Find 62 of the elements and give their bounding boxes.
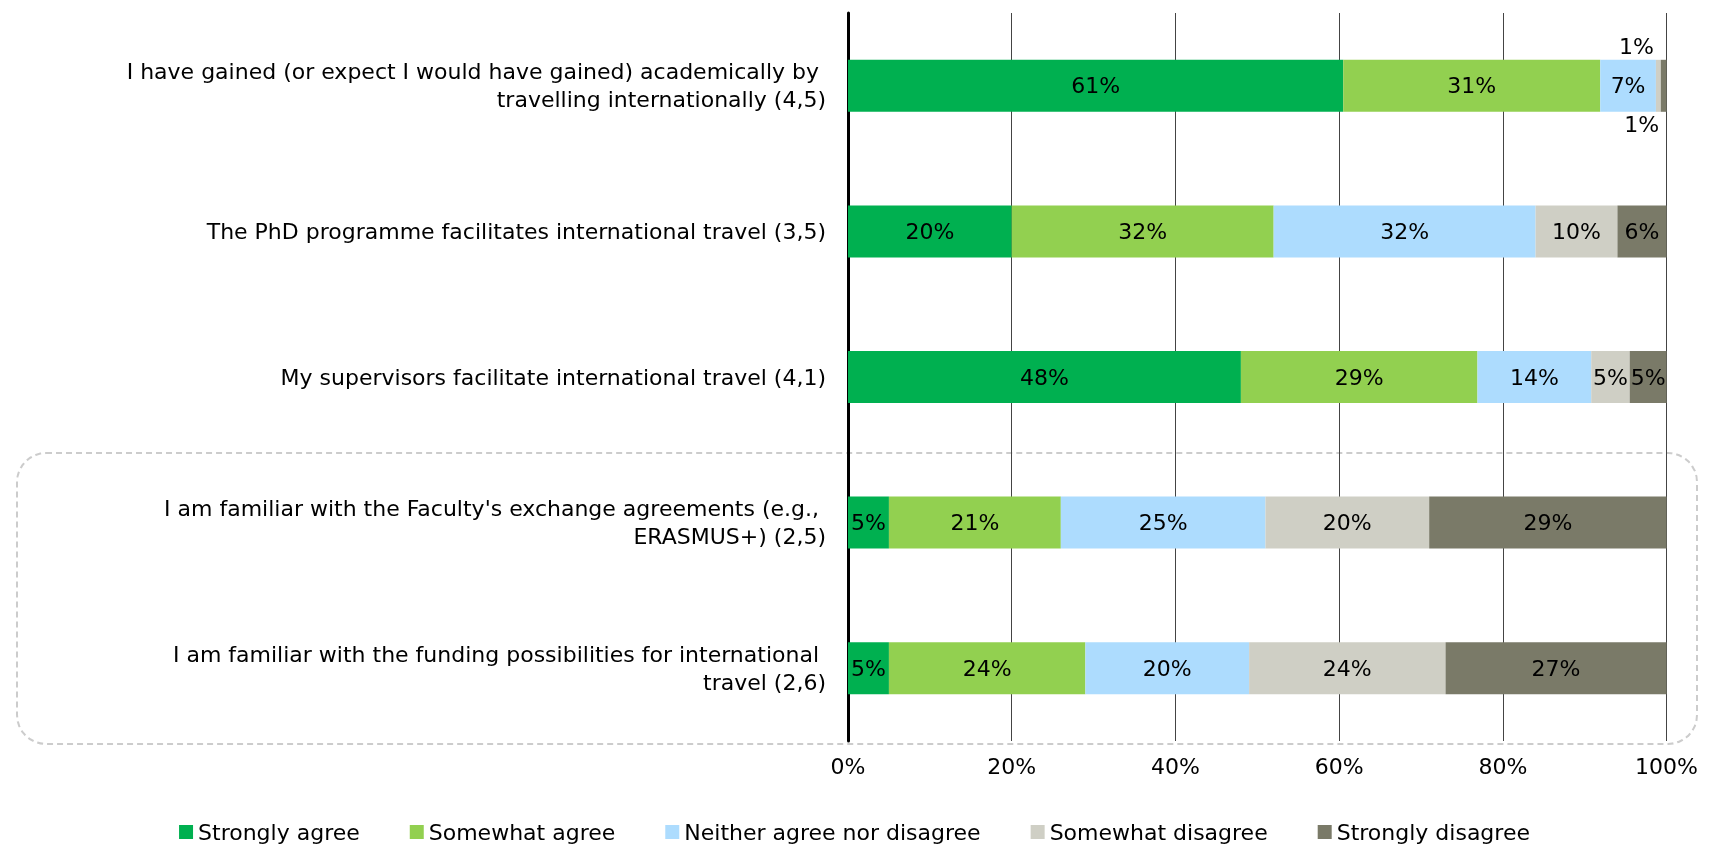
data-label: 48% (1020, 364, 1069, 390)
data-label: 5% (1593, 364, 1628, 390)
bar (1273, 205, 1536, 258)
data-label: 31% (1447, 73, 1497, 99)
legend-label: Somewhat agree (428, 819, 616, 845)
bar (1011, 205, 1274, 258)
x-tick-label: 100% (1635, 753, 1699, 779)
data-label: 1% (1618, 34, 1654, 60)
bar (1535, 205, 1618, 258)
legend-label: Strongly disagree (1336, 819, 1530, 845)
data-label: 5% (851, 510, 886, 536)
data-label: 25% (1138, 510, 1188, 536)
data-label: 32% (1118, 218, 1168, 244)
bar (1343, 59, 1601, 112)
y-tick-label: My supervisors facilitate international travel (4,1) (280, 364, 826, 390)
bar (1249, 642, 1446, 695)
x-tick-label: 60% (1314, 753, 1364, 779)
bar (888, 642, 1086, 695)
bar (1445, 642, 1667, 695)
bar (1429, 496, 1667, 549)
data-label: 61% (1071, 73, 1121, 99)
data-label: 24% (962, 655, 1012, 681)
x-tick-label: 0% (830, 753, 866, 779)
bar (848, 59, 1344, 112)
data-label: 7% (1610, 73, 1646, 99)
bar (1600, 59, 1656, 112)
y-tick-label: I am familiar with the funding possibilities for international travel (2,6) (172, 641, 826, 695)
bar (1060, 496, 1266, 549)
y-tick-label: The PhD programme facilitates international travel (3,5) (205, 218, 826, 244)
x-tick-label: 80% (1478, 753, 1528, 779)
bar (1240, 351, 1478, 403)
bar (1477, 351, 1592, 403)
bar (848, 351, 1241, 403)
bar (888, 496, 1061, 549)
data-label: 5% (851, 655, 886, 681)
data-label: 29% (1523, 510, 1573, 536)
bar (1085, 642, 1250, 695)
data-label: 20% (905, 218, 955, 244)
data-label: 6% (1624, 218, 1660, 244)
x-tick-label: 20% (987, 753, 1037, 779)
bar (1655, 59, 1661, 112)
data-label: 20% (1322, 510, 1372, 536)
bar (1660, 59, 1667, 112)
bar (1617, 205, 1667, 258)
data-label: 5% (1630, 364, 1666, 390)
data-label: 24% (1322, 655, 1372, 681)
bar (848, 205, 1012, 258)
legend-label: Strongly agree (198, 819, 360, 845)
data-label: 21% (950, 510, 1000, 536)
x-tick-label: 40% (1150, 753, 1200, 779)
data-label: 1% (1624, 112, 1660, 138)
data-label: 29% (1334, 364, 1384, 390)
y-tick-label: I am familiar with the Faculty's exchange agreements (e.g., ERASMUS+) (2,5) (164, 496, 826, 550)
y-tick-label: I have gained (or expect I would have gained) academically by travelling internationally (4,5) (126, 59, 826, 113)
data-label: 27% (1531, 655, 1581, 681)
bar (1265, 496, 1430, 549)
data-label: 32% (1380, 218, 1430, 244)
data-label: 14% (1509, 364, 1559, 390)
data-label: 20% (1142, 655, 1192, 681)
data-label: 10% (1552, 218, 1601, 244)
legend-label: Neither agree nor disagree (684, 819, 981, 845)
legend-label: Somewhat disagree (1049, 819, 1268, 845)
